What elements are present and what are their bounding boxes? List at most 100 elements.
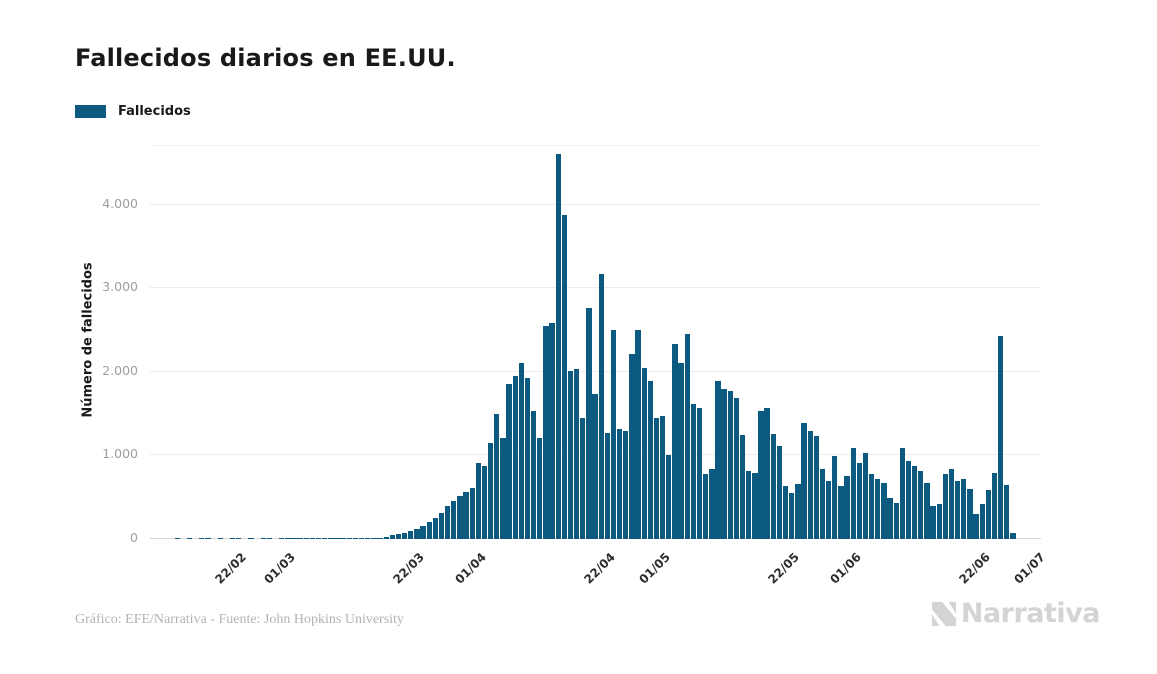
bar[interactable] bbox=[770, 434, 776, 539]
bar[interactable] bbox=[746, 471, 752, 539]
bar[interactable] bbox=[610, 329, 617, 539]
bar[interactable] bbox=[537, 438, 543, 539]
bar[interactable] bbox=[586, 308, 592, 539]
bar[interactable] bbox=[924, 483, 930, 539]
bar[interactable] bbox=[844, 476, 850, 539]
bar[interactable] bbox=[899, 448, 905, 539]
bar[interactable] bbox=[322, 538, 328, 539]
bar[interactable] bbox=[893, 503, 899, 539]
bar[interactable] bbox=[936, 504, 942, 539]
bar[interactable] bbox=[420, 526, 426, 539]
bar[interactable] bbox=[617, 428, 623, 539]
bar[interactable] bbox=[1004, 484, 1010, 539]
bar[interactable] bbox=[641, 368, 647, 539]
bar[interactable] bbox=[186, 538, 193, 539]
bar[interactable] bbox=[776, 446, 783, 539]
bar[interactable] bbox=[789, 493, 795, 539]
bar[interactable] bbox=[291, 538, 297, 539]
bar[interactable] bbox=[985, 489, 992, 539]
bar[interactable] bbox=[512, 375, 518, 539]
bar[interactable] bbox=[635, 329, 641, 539]
bar[interactable] bbox=[961, 479, 967, 539]
bar[interactable] bbox=[199, 538, 205, 539]
bar[interactable] bbox=[401, 532, 408, 539]
bar[interactable] bbox=[414, 528, 420, 539]
bar[interactable] bbox=[518, 363, 525, 539]
bar[interactable] bbox=[205, 538, 211, 539]
bar[interactable] bbox=[481, 466, 488, 539]
bar[interactable] bbox=[279, 538, 285, 539]
bar[interactable] bbox=[991, 472, 998, 539]
bar[interactable] bbox=[432, 517, 438, 539]
bar[interactable] bbox=[309, 538, 316, 539]
bar[interactable] bbox=[334, 538, 340, 539]
bar[interactable] bbox=[825, 481, 832, 539]
bar[interactable] bbox=[942, 474, 948, 539]
bar[interactable] bbox=[967, 489, 973, 539]
bar[interactable] bbox=[660, 416, 666, 539]
bar[interactable] bbox=[795, 484, 801, 539]
bar[interactable] bbox=[328, 538, 334, 539]
bar[interactable] bbox=[954, 481, 961, 539]
bar[interactable] bbox=[236, 538, 242, 539]
bar[interactable] bbox=[690, 404, 697, 539]
bar[interactable] bbox=[408, 531, 414, 539]
bar[interactable] bbox=[856, 463, 862, 539]
bar[interactable] bbox=[948, 469, 955, 539]
bar[interactable] bbox=[807, 431, 813, 539]
bar[interactable] bbox=[377, 537, 383, 539]
bar[interactable] bbox=[764, 408, 770, 539]
bar[interactable] bbox=[782, 485, 789, 539]
bar[interactable] bbox=[451, 500, 457, 539]
bar[interactable] bbox=[703, 474, 709, 539]
bar[interactable] bbox=[832, 456, 838, 539]
bar[interactable] bbox=[530, 411, 537, 539]
bar[interactable] bbox=[881, 483, 887, 539]
bar[interactable] bbox=[721, 389, 727, 539]
bar[interactable] bbox=[260, 538, 266, 539]
bar[interactable] bbox=[395, 533, 402, 539]
bar[interactable] bbox=[315, 538, 322, 539]
bar[interactable] bbox=[629, 354, 635, 539]
bar[interactable] bbox=[862, 453, 869, 539]
bar[interactable] bbox=[758, 411, 764, 539]
bar[interactable] bbox=[573, 369, 580, 539]
bar[interactable] bbox=[248, 538, 254, 539]
bar[interactable] bbox=[709, 469, 715, 539]
bar[interactable] bbox=[174, 538, 180, 539]
bar[interactable] bbox=[494, 414, 500, 539]
bar[interactable] bbox=[715, 380, 721, 539]
bar[interactable] bbox=[819, 469, 826, 539]
bar[interactable] bbox=[561, 215, 568, 539]
bar[interactable] bbox=[752, 473, 758, 539]
bar[interactable] bbox=[813, 436, 819, 539]
bar[interactable] bbox=[653, 418, 660, 539]
bar[interactable] bbox=[365, 538, 371, 539]
bar[interactable] bbox=[1010, 533, 1016, 539]
bar[interactable] bbox=[647, 381, 654, 539]
bar[interactable] bbox=[684, 334, 690, 539]
legend-item-fallecidos[interactable]: Fallecidos bbox=[75, 104, 191, 119]
bar[interactable] bbox=[567, 371, 574, 539]
bar[interactable] bbox=[524, 378, 531, 539]
bar[interactable] bbox=[580, 418, 586, 539]
bar[interactable] bbox=[297, 538, 303, 539]
bar[interactable] bbox=[352, 538, 359, 539]
bar[interactable] bbox=[229, 538, 236, 539]
bar[interactable] bbox=[623, 431, 629, 539]
bar[interactable] bbox=[696, 408, 703, 539]
bar[interactable] bbox=[426, 522, 432, 539]
bar[interactable] bbox=[266, 538, 273, 539]
bar[interactable] bbox=[358, 538, 365, 539]
bar[interactable] bbox=[875, 479, 881, 539]
bar[interactable] bbox=[500, 438, 506, 539]
bar[interactable] bbox=[371, 538, 377, 539]
bar[interactable] bbox=[457, 496, 463, 539]
bar[interactable] bbox=[598, 273, 604, 539]
bar[interactable] bbox=[801, 423, 807, 539]
bar[interactable] bbox=[346, 538, 352, 539]
bar[interactable] bbox=[506, 384, 512, 539]
bar[interactable] bbox=[463, 492, 469, 539]
bar[interactable] bbox=[979, 504, 985, 539]
bar[interactable] bbox=[475, 463, 481, 539]
